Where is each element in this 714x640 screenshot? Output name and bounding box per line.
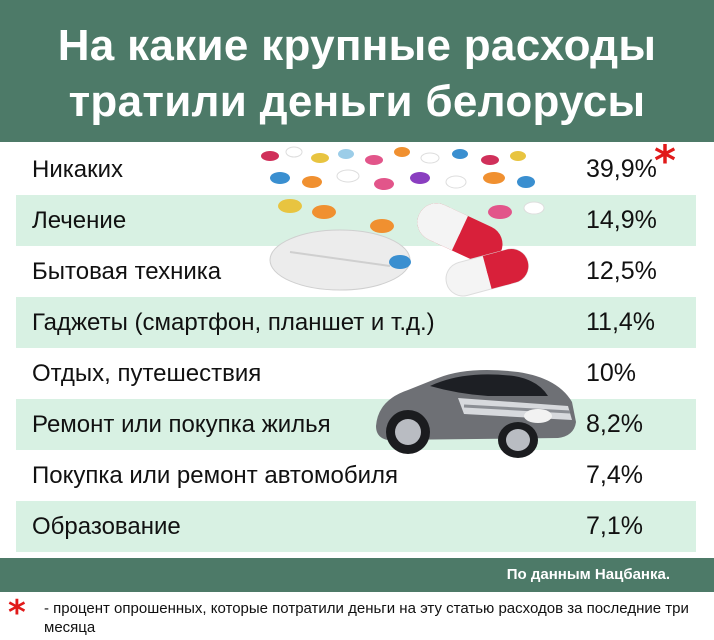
pill-scatter bbox=[261, 146, 545, 219]
table-row: Гаджеты (смартфон, планшет и т.д.) 11,4% bbox=[16, 297, 696, 348]
header-band: На какие крупные расходы тратили деньги … bbox=[0, 0, 714, 142]
page-title-line-1: На какие крупные расходы bbox=[57, 21, 657, 70]
source-band: По данным Нацбанка. bbox=[0, 558, 714, 592]
row-value: 7,4% bbox=[586, 461, 643, 489]
table-row: Никаких 39,9% bbox=[16, 144, 696, 195]
table-row: Ремонт или покупка жилья 8,2% bbox=[16, 399, 696, 450]
pill-blue bbox=[389, 255, 411, 269]
row-label: Гаджеты (смартфон, планшет и т.д.) bbox=[32, 309, 435, 336]
row-value: 39,9% bbox=[586, 155, 657, 183]
row-label: Отдых, путешествия bbox=[32, 360, 262, 387]
row-value: 8,2% bbox=[586, 410, 643, 438]
sports-car-icon bbox=[376, 370, 576, 458]
source-note: По данным Нацбанка. bbox=[506, 566, 670, 583]
tablet-white bbox=[269, 229, 411, 291]
table-row: Образование 7,1% bbox=[16, 501, 696, 552]
capsule-red bbox=[417, 203, 503, 264]
footnote-asterisk: * bbox=[8, 593, 26, 633]
table-row: Отдых, путешествия 10% bbox=[16, 348, 696, 399]
page-title-line-2: тратили деньги белорусы bbox=[68, 77, 646, 126]
table-row: Лечение 14,9% bbox=[16, 195, 696, 246]
row-label: Бытовая техника bbox=[32, 258, 222, 285]
row-label: Лечение bbox=[32, 207, 127, 234]
row-value: 12,5% bbox=[586, 257, 657, 285]
row-label: Никаких bbox=[32, 156, 124, 183]
row-label: Образование bbox=[32, 513, 181, 540]
pills-icon bbox=[261, 146, 545, 297]
table-row: Покупка или ремонт автомобиля 7,4% bbox=[16, 450, 696, 501]
asterisk-marker: * bbox=[654, 136, 676, 185]
row-value: 10% bbox=[586, 359, 637, 387]
row-value: 14,9% bbox=[586, 206, 657, 234]
expenses-table: Никаких 39,9% Лечение 14,9% Бытовая техника 1… bbox=[16, 144, 696, 552]
row-value: 11,4% bbox=[586, 308, 656, 336]
row-label: Покупка или ремонт автомобиля bbox=[32, 462, 398, 489]
footnote-text: - процент опрошенных, которые потратили … bbox=[44, 600, 689, 636]
row-label: Ремонт или покупка жилья bbox=[32, 411, 331, 438]
pill-orange bbox=[370, 219, 394, 233]
capsule-red-2 bbox=[445, 248, 529, 297]
row-value: 7,1% bbox=[586, 512, 643, 540]
